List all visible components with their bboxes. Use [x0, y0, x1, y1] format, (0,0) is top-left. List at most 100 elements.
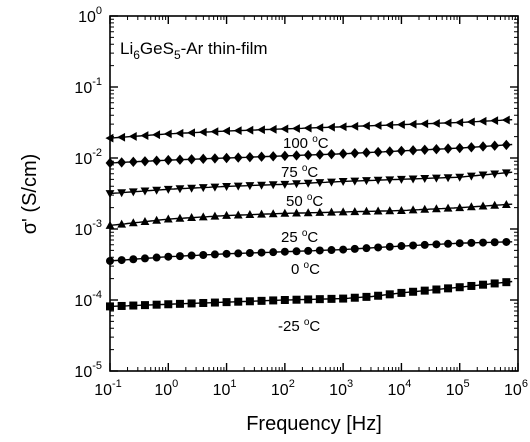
series-diamond [105, 139, 513, 169]
data-point [152, 130, 161, 140]
data-point [303, 208, 313, 217]
data-point [373, 121, 382, 130]
series-labels: -25 oC 0 oC 25 oC 50 oC 75 oC 100 oC [278, 134, 329, 335]
data-point [455, 239, 464, 248]
data-point [502, 237, 511, 246]
data-point [117, 157, 127, 168]
data-point [315, 295, 324, 304]
data-point [350, 177, 360, 186]
x-tick-label: 106 [504, 378, 528, 399]
data-point [233, 182, 243, 191]
data-point [478, 141, 488, 152]
data-point [129, 301, 138, 310]
series-label: 50 oC [286, 192, 323, 210]
x-tick-label: 101 [213, 378, 237, 399]
data-point [466, 172, 476, 181]
data-point [409, 287, 418, 296]
data-point [304, 295, 313, 304]
data-point [490, 140, 500, 151]
data-point [373, 176, 383, 185]
data-point [315, 207, 325, 216]
data-point [408, 119, 417, 129]
data-point [163, 214, 173, 223]
data-point [432, 240, 441, 249]
data-point [501, 139, 511, 151]
data-point [152, 186, 162, 195]
data-point [362, 147, 371, 158]
data-point [187, 128, 195, 138]
data-point [455, 203, 465, 212]
data-point [339, 245, 348, 254]
data-point [292, 247, 301, 256]
data-point [466, 202, 476, 211]
data-point [315, 149, 325, 160]
data-point [385, 206, 395, 215]
data-point [280, 247, 289, 256]
data-point [222, 249, 231, 258]
data-point [467, 281, 476, 290]
fit-line [109, 203, 513, 227]
data-point [466, 142, 476, 153]
data-point [140, 301, 149, 310]
data-point [501, 199, 511, 208]
data-point [350, 244, 359, 253]
data-point [280, 296, 289, 304]
data-point [374, 291, 383, 300]
y-tick-labels: 10-5 10-4 10-3 10-2 10-1 100 [74, 5, 102, 381]
y-tick-label: 10-4 [74, 289, 102, 310]
data-point [164, 252, 173, 261]
series-square [106, 278, 513, 311]
data-point [140, 131, 149, 140]
x-tick-label: 103 [329, 378, 353, 399]
data-point [187, 184, 196, 193]
data-point [350, 207, 360, 216]
x-tick-label: 102 [271, 378, 295, 399]
data-point [152, 215, 162, 224]
data-point [257, 151, 266, 162]
data-point [350, 121, 359, 131]
data-point [152, 155, 162, 166]
data-point [269, 248, 278, 257]
data-point [431, 118, 440, 128]
data-point [175, 252, 184, 261]
data-point [210, 153, 220, 164]
data-point [303, 123, 312, 133]
y-tick-label: 10-2 [74, 147, 102, 168]
data-point [373, 146, 383, 158]
data-point [338, 207, 348, 216]
data-point [420, 119, 429, 129]
data-point [280, 150, 290, 162]
data-point [269, 296, 278, 305]
y-tick-label: 10-3 [74, 218, 102, 239]
data-point [163, 154, 173, 166]
series-label: 0 oC [291, 260, 320, 278]
data-point [198, 212, 208, 221]
data-point [385, 176, 395, 185]
data-point [198, 184, 208, 193]
data-point [501, 169, 511, 178]
data-point [233, 126, 242, 135]
data-point [362, 292, 371, 301]
data-point [105, 190, 115, 199]
data-point [444, 284, 453, 293]
data-point [490, 200, 500, 209]
data-point [280, 180, 290, 189]
data-point [490, 170, 500, 179]
data-point [257, 209, 266, 218]
data-point [105, 157, 115, 169]
data-point [466, 117, 475, 127]
plot-title: Li6GeS5-Ar thin-film [120, 39, 268, 62]
data-point [268, 209, 278, 218]
data-point [292, 180, 301, 189]
data-point [222, 298, 231, 307]
data-point [420, 204, 430, 213]
data-point [128, 218, 138, 227]
data-point [385, 242, 394, 251]
data-point [443, 118, 452, 128]
data-point [327, 246, 336, 255]
x-tick-label: 104 [387, 378, 411, 399]
data-point [268, 151, 278, 162]
data-point [315, 179, 325, 188]
y-tick-label: 100 [78, 5, 102, 26]
data-point [117, 189, 127, 198]
